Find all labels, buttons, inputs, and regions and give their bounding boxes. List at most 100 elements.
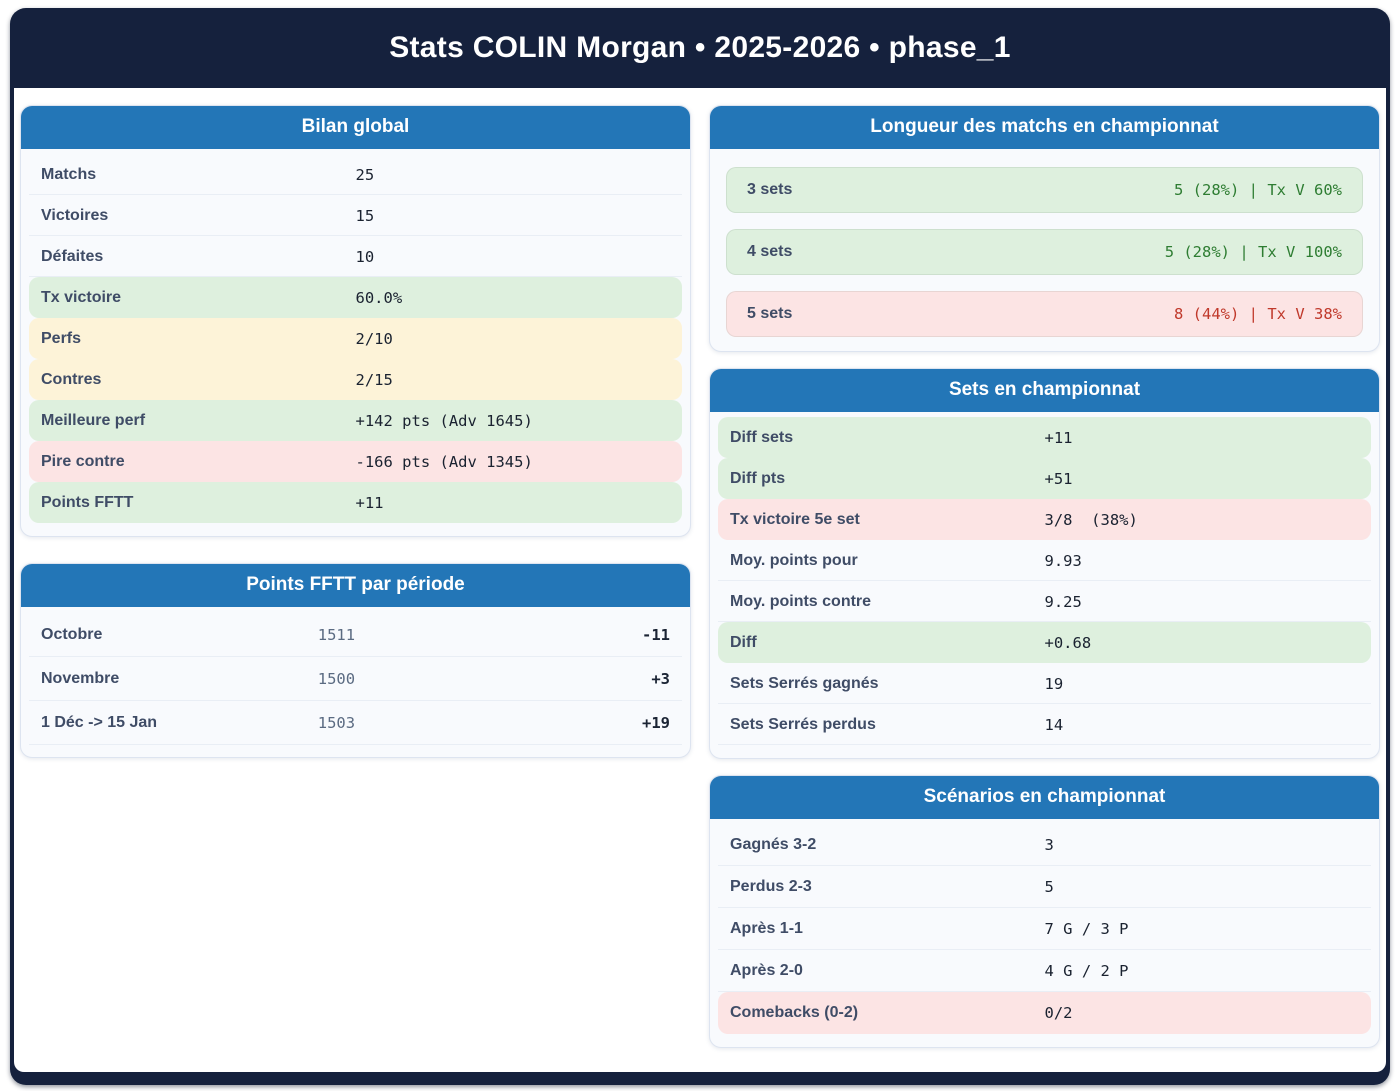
stat-value: 60.0%: [355, 288, 403, 307]
card-longueur-matchs-rows: 3 sets 5 (28%) | Tx V 60% 4 sets 5 (28%)…: [710, 149, 1379, 351]
stat-label: Diff pts: [730, 469, 786, 487]
scenario-row-comebacks: Comebacks (0-2) 0/2: [718, 992, 1371, 1034]
stat-label: Sets Serrés perdus: [730, 715, 876, 733]
stat-value: 2/10: [355, 329, 393, 348]
card-bilan-global-title: Bilan global: [21, 106, 690, 149]
periode-points: 1511: [317, 626, 356, 644]
periode-row-dec-jan: 1 Déc -> 15 Jan 1503 +19: [29, 701, 682, 745]
stat-value: 4 G / 2 P: [1044, 962, 1129, 980]
periode-delta: +3: [651, 670, 670, 688]
longueur-label: 5 sets: [747, 305, 793, 322]
longueur-label: 4 sets: [747, 243, 793, 260]
sets-row-diff-sets: Diff sets +11: [718, 417, 1371, 458]
sets-row-serres-gagnes: Sets Serrés gagnés 19: [718, 663, 1371, 704]
stat-value: 3: [1044, 836, 1054, 854]
stat-value: 3/8 (38%): [1044, 510, 1138, 529]
longueur-value: 5 (28%) | Tx V 60%: [1174, 181, 1342, 199]
card-sets-championnat-title: Sets en championnat: [710, 369, 1379, 412]
stat-label: Tx victoire 5e set: [730, 510, 860, 528]
card-points-periode-title: Points FFTT par période: [21, 564, 690, 607]
stat-value: 2/15: [355, 370, 393, 389]
stat-value: 9.93: [1044, 551, 1082, 570]
stat-label: Pire contre: [41, 452, 125, 470]
card-bilan-global-rows: Matchs 25 Victoires 15 Défaites 10 Tx vi…: [21, 149, 690, 536]
periode-label: Novembre: [41, 670, 120, 687]
longueur-row-5sets: 5 sets 8 (44%) | Tx V 38%: [726, 291, 1363, 337]
stat-value: +142 pts (Adv 1645): [355, 411, 533, 430]
card-longueur-matchs-title: Longueur des matchs en championnat: [710, 106, 1379, 149]
stat-value: +51: [1044, 469, 1073, 488]
sets-row-tx-5e-set: Tx victoire 5e set 3/8 (38%): [718, 499, 1371, 540]
card-sets-championnat-rows: Diff sets +11 Diff pts +51 Tx victoire 5…: [710, 412, 1379, 758]
scenario-row-perdus-2-3: Perdus 2-3 5: [718, 866, 1371, 908]
sets-row-diff: Diff +0.68: [718, 622, 1371, 663]
stat-label: Perfs: [41, 329, 82, 347]
stat-value: 25: [355, 165, 375, 184]
stat-label: Matchs: [41, 165, 97, 183]
stat-label: Meilleure perf: [41, 411, 146, 429]
sets-row-serres-perdus: Sets Serrés perdus 14: [718, 704, 1371, 745]
stat-label: Après 1-1: [730, 920, 803, 937]
stat-value: +0.68: [1044, 633, 1092, 652]
card-sets-championnat: Sets en championnat Diff sets +11 Diff p…: [709, 368, 1380, 759]
periode-row-octobre: Octobre 1511 -11: [29, 613, 682, 657]
stat-value: 5: [1044, 878, 1054, 896]
card-scenarios-championnat-title: Scénarios en championnat: [710, 776, 1379, 819]
periode-label: Octobre: [41, 626, 103, 643]
stat-value: 10: [355, 247, 375, 266]
stat-value: 14: [1044, 715, 1064, 734]
stat-value: 9.25: [1044, 592, 1082, 611]
stat-value: 7 G / 3 P: [1044, 920, 1129, 938]
stat-label: Défaites: [41, 247, 104, 265]
longueur-label: 3 sets: [747, 181, 793, 198]
longueur-value: 8 (44%) | Tx V 38%: [1174, 305, 1342, 323]
periode-label: 1 Déc -> 15 Jan: [41, 714, 158, 731]
stat-label: Diff: [730, 633, 757, 651]
periode-delta: +19: [642, 714, 670, 732]
sets-row-moy-pour: Moy. points pour 9.93: [718, 540, 1371, 581]
content-area: Bilan global Matchs 25 Victoires 15 Défa…: [14, 88, 1386, 1072]
stat-label: Comebacks (0-2): [730, 1004, 859, 1021]
stat-row-perfs: Perfs 2/10: [29, 318, 682, 359]
stat-row-matchs: Matchs 25: [29, 154, 682, 195]
stat-label: Moy. points pour: [730, 551, 858, 569]
page-title: Stats COLIN Morgan • 2025-2026 • phase_1: [389, 31, 1011, 64]
scenario-row-apres-1-1: Après 1-1 7 G / 3 P: [718, 908, 1371, 950]
stat-row-meilleure-perf: Meilleure perf +142 pts (Adv 1645): [29, 400, 682, 441]
stat-row-contres: Contres 2/15: [29, 359, 682, 400]
periode-delta: -11: [642, 626, 670, 644]
stat-row-defaites: Défaites 10: [29, 236, 682, 277]
scenario-row-apres-2-0: Après 2-0 4 G / 2 P: [718, 950, 1371, 992]
stat-label: Contres: [41, 370, 102, 388]
periode-points: 1503: [317, 714, 356, 732]
stat-label: Diff sets: [730, 428, 794, 446]
card-longueur-matchs: Longueur des matchs en championnat 3 set…: [709, 105, 1380, 352]
periode-row-novembre: Novembre 1500 +3: [29, 657, 682, 701]
right-column: Longueur des matchs en championnat 3 set…: [709, 105, 1380, 1048]
sets-row-diff-pts: Diff pts +51: [718, 458, 1371, 499]
app-frame: Stats COLIN Morgan • 2025-2026 • phase_1…: [10, 8, 1390, 1085]
stat-label: Après 2-0: [730, 962, 803, 979]
stat-value: 15: [355, 206, 375, 225]
card-scenarios-championnat-rows: Gagnés 3-2 3 Perdus 2-3 5 Après 1-1 7 G …: [710, 819, 1379, 1047]
card-points-periode-rows: Octobre 1511 -11 Novembre 1500 +3 1 Déc …: [21, 607, 690, 757]
stat-row-points-fftt: Points FFTT +11: [29, 482, 682, 523]
longueur-row-4sets: 4 sets 5 (28%) | Tx V 100%: [726, 229, 1363, 275]
stat-label: Points FFTT: [41, 493, 134, 511]
stat-label: Tx victoire: [41, 288, 122, 306]
card-points-periode: Points FFTT par période Octobre 1511 -11…: [20, 563, 691, 758]
stat-value: -166 pts (Adv 1345): [355, 452, 533, 471]
stat-label: Gagnés 3-2: [730, 836, 817, 853]
stat-label: Perdus 2-3: [730, 878, 812, 895]
scenario-row-gagnes-3-2: Gagnés 3-2 3: [718, 824, 1371, 866]
periode-points: 1500: [317, 670, 356, 688]
sets-row-moy-contre: Moy. points contre 9.25: [718, 581, 1371, 622]
longueur-value: 5 (28%) | Tx V 100%: [1164, 243, 1342, 261]
stat-value: +11: [1044, 428, 1073, 447]
stat-row-victoires: Victoires 15: [29, 195, 682, 236]
stat-label: Sets Serrés gagnés: [730, 674, 879, 692]
stat-value: 0/2: [1044, 1004, 1073, 1022]
longueur-row-3sets: 3 sets 5 (28%) | Tx V 60%: [726, 167, 1363, 213]
card-bilan-global: Bilan global Matchs 25 Victoires 15 Défa…: [20, 105, 691, 537]
left-column: Bilan global Matchs 25 Victoires 15 Défa…: [20, 105, 691, 1048]
